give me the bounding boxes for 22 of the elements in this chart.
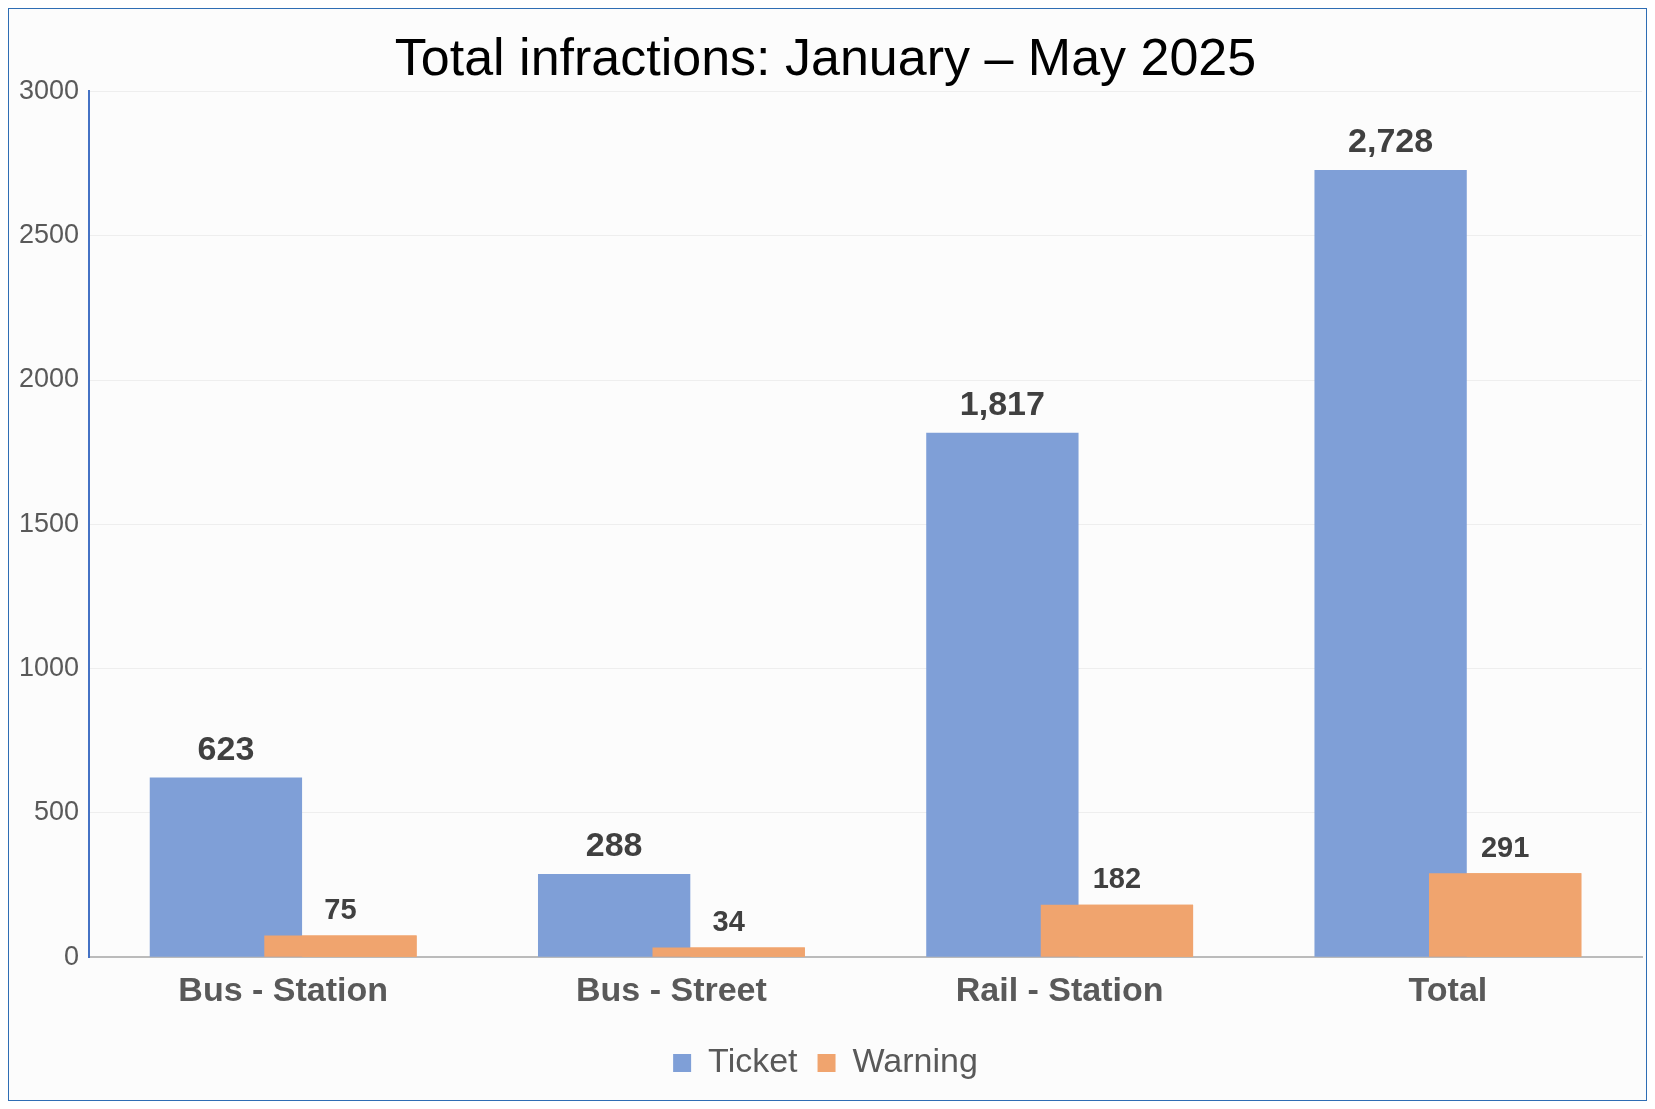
x-tick-label: Total (1408, 969, 1488, 1008)
data-label: 75 (324, 893, 357, 926)
legend-label: Ticket (708, 1041, 799, 1080)
data-label: 291 (1480, 830, 1530, 863)
x-tick-label: Rail - Station (955, 969, 1164, 1008)
x-tick-label: Bus - Station (178, 969, 389, 1008)
chart-title: Total infractions: January – May 2025 (394, 27, 1257, 86)
x-tick-label: Bus - Street (576, 969, 767, 1008)
y-tick-label: 3000 (18, 74, 80, 105)
y-tick-label: 2500 (18, 219, 80, 250)
y-tick-label: 500 (34, 796, 80, 827)
y-tick-label: 1000 (18, 652, 80, 683)
data-label: 623 (197, 728, 255, 767)
y-tick-label: 2000 (18, 363, 80, 394)
y-tick-label: 1500 (18, 507, 80, 538)
data-label: 182 (1092, 862, 1142, 895)
y-tick-label: 0 (64, 940, 80, 971)
data-label: 2,728 (1348, 121, 1434, 160)
data-label: 34 (712, 904, 745, 937)
data-label: 1,817 (959, 384, 1045, 423)
data-label: 288 (585, 825, 643, 864)
legend-label: Warning (852, 1041, 978, 1080)
